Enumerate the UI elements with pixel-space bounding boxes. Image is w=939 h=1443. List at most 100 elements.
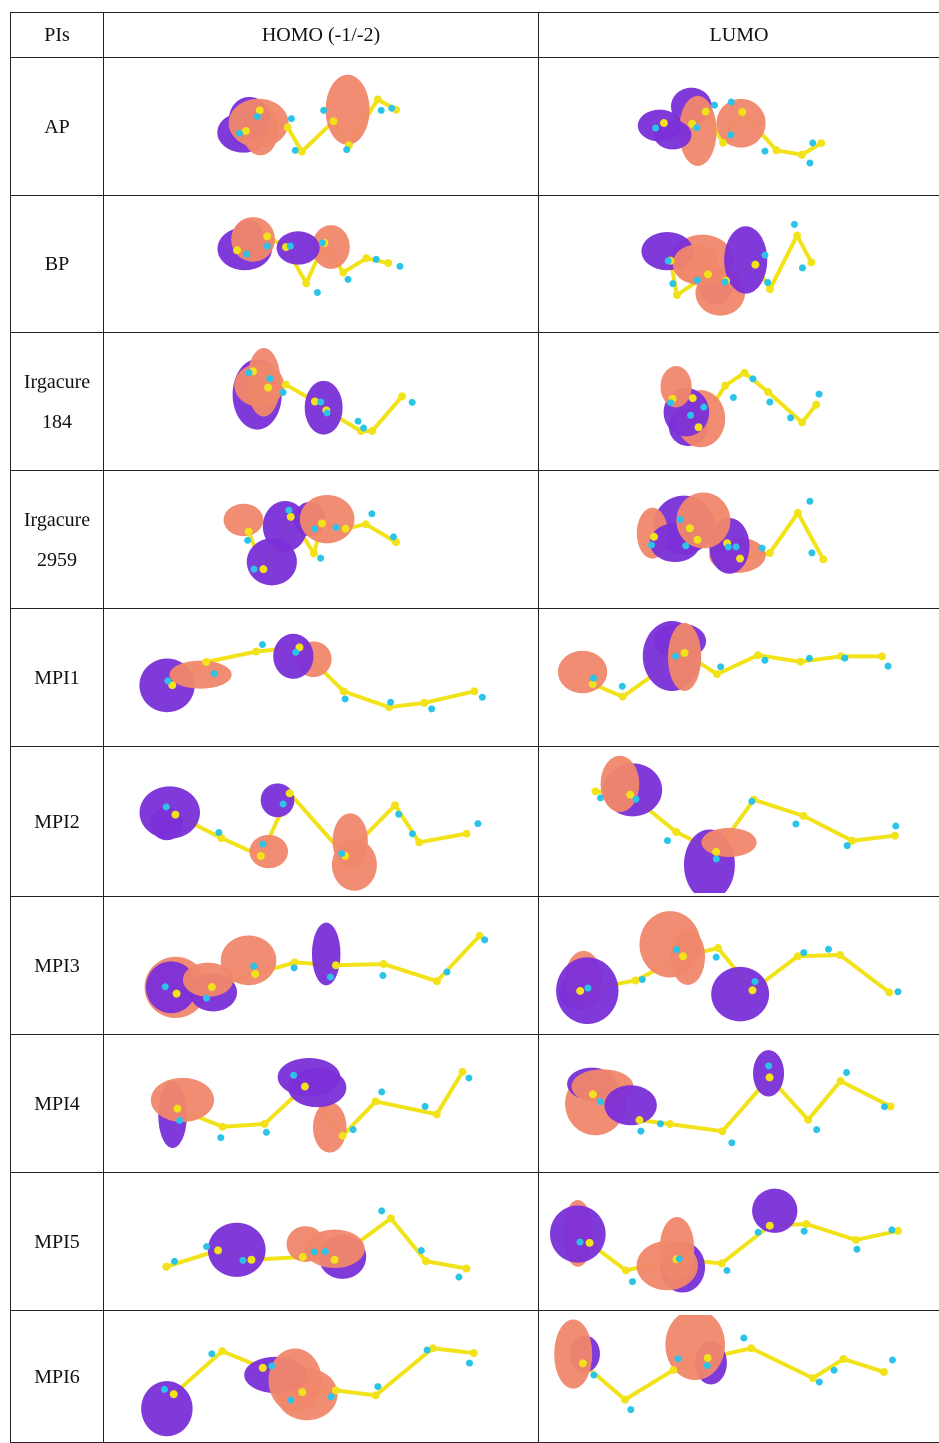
atom <box>728 1139 735 1146</box>
orbital-image <box>106 1177 536 1307</box>
bond <box>343 1101 376 1135</box>
atom <box>755 1228 762 1235</box>
atom <box>808 549 815 556</box>
orbital-lobe <box>140 786 200 838</box>
bond <box>745 372 769 391</box>
pi-name: AP <box>11 58 104 196</box>
orbital-lobe <box>169 660 231 688</box>
orbital-image <box>106 475 536 605</box>
atom <box>799 811 807 819</box>
orbital-lobe <box>300 494 355 542</box>
atom <box>345 275 352 282</box>
atom <box>257 852 265 860</box>
bond <box>841 1081 891 1106</box>
atom <box>766 1221 774 1229</box>
atom <box>171 1257 178 1264</box>
atom <box>208 1350 215 1357</box>
atom <box>694 276 701 283</box>
orbital-cell <box>539 1311 939 1443</box>
orbital-lobe <box>151 1077 214 1121</box>
table-row: MPI5 <box>11 1173 939 1311</box>
bond <box>336 964 384 965</box>
orbital-lobe <box>550 1205 606 1262</box>
atom <box>648 541 655 548</box>
table-row: MPI1 <box>11 609 939 747</box>
atom <box>474 820 481 827</box>
orbital-lobe <box>637 1240 698 1289</box>
atom <box>319 239 326 246</box>
atom <box>298 147 306 155</box>
atom <box>342 524 350 532</box>
atom <box>711 101 718 108</box>
bond <box>797 235 811 262</box>
pi-name: MPI1 <box>11 609 104 747</box>
orbital-lobe <box>326 74 370 144</box>
atom <box>586 1238 594 1246</box>
bond <box>424 691 474 703</box>
atom <box>239 1256 246 1263</box>
atom <box>639 975 646 982</box>
atom <box>704 270 712 278</box>
orbital-cell <box>104 1173 539 1311</box>
atom <box>819 555 827 563</box>
orbital-cell <box>104 897 539 1035</box>
atom <box>292 146 299 153</box>
atom <box>809 139 816 146</box>
orbital-lobe <box>224 503 264 535</box>
bond <box>722 1225 770 1263</box>
atom <box>214 1246 222 1254</box>
atom <box>888 1226 895 1233</box>
table-row: AP <box>11 58 939 196</box>
atom <box>686 524 694 532</box>
atom <box>722 278 729 285</box>
atom <box>266 375 273 382</box>
atom <box>673 946 680 953</box>
atom <box>682 542 689 549</box>
atom <box>798 418 806 426</box>
atom <box>667 399 674 406</box>
atom <box>462 1264 470 1272</box>
orbital-image <box>541 901 937 1031</box>
atom <box>621 1395 629 1403</box>
bond <box>803 815 852 840</box>
atom <box>881 1103 888 1110</box>
atom <box>409 398 416 405</box>
atom <box>373 255 380 262</box>
atom <box>481 936 488 943</box>
atom <box>761 656 768 663</box>
bond <box>813 1358 844 1377</box>
atom <box>285 506 292 513</box>
atom <box>841 654 848 661</box>
atom <box>619 692 627 700</box>
atom <box>292 648 299 655</box>
atom <box>892 822 899 829</box>
atom <box>291 964 298 971</box>
atom <box>748 986 756 994</box>
atom <box>242 126 250 134</box>
header-row: PIs HOMO (-1/-2) LUMO <box>11 13 939 58</box>
orbital-cell <box>539 897 939 1035</box>
atom <box>251 969 259 977</box>
bond <box>376 1348 433 1395</box>
atom <box>302 279 310 287</box>
orbital-cell <box>104 1035 539 1173</box>
atom <box>247 1255 255 1263</box>
orbital-image <box>541 613 937 743</box>
atom <box>420 698 428 706</box>
atom <box>246 369 253 376</box>
table-row: MPI3 <box>11 897 939 1035</box>
atom <box>215 829 222 836</box>
atom <box>589 1090 597 1098</box>
atom <box>730 393 737 400</box>
atom <box>885 988 893 996</box>
atom <box>314 289 321 296</box>
atom <box>470 687 478 695</box>
bond <box>223 1123 265 1126</box>
bond <box>383 964 437 981</box>
atom <box>650 532 658 540</box>
atom <box>657 1120 664 1127</box>
atom <box>372 1097 380 1105</box>
atom <box>792 820 799 827</box>
atom <box>806 654 813 661</box>
